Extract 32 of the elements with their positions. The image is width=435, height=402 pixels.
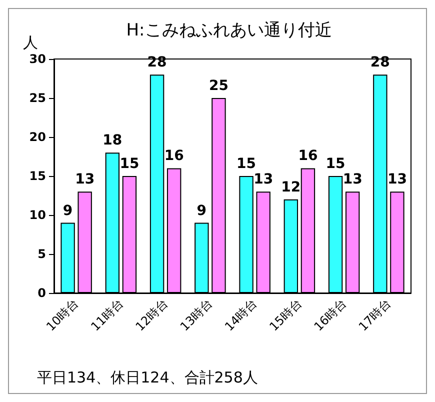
x-tick-label: 11時台 [88, 296, 126, 334]
data-label: 15 [236, 156, 256, 172]
data-label: 16 [164, 148, 184, 164]
x-tick-label: 10時台 [44, 296, 82, 334]
x-tick-label: 17時台 [356, 296, 394, 334]
data-label: 18 [102, 132, 122, 149]
data-label: 12 [281, 179, 301, 196]
x-tick-label: 14時台 [222, 296, 260, 334]
y-tick-label: 15 [29, 169, 46, 183]
data-label: 13 [387, 172, 407, 188]
x-tick-label: 12時台 [132, 296, 171, 334]
x-tick-label: 15時台 [266, 296, 304, 334]
x-tick-label: 13時台 [177, 296, 216, 334]
text: 平日134、休日124、合計258人 [37, 368, 258, 386]
y-tick-label: 25 [29, 91, 46, 105]
y-tick-label: 20 [29, 130, 46, 144]
data-label: 9 [62, 202, 73, 219]
y-tick-label: 5 [38, 247, 46, 261]
data-label: 15 [326, 156, 346, 172]
x-tick-label: 16時台 [311, 296, 350, 334]
y-tick-label: 30 [29, 52, 46, 66]
data-label: 9 [196, 202, 207, 219]
data-label: 13 [254, 172, 274, 188]
y-tick-label: 0 [38, 286, 46, 300]
data-label: 15 [120, 156, 140, 172]
data-label: 13 [342, 172, 362, 188]
chart-title: H:こみねふれあい通り付近 [126, 20, 332, 40]
y-axis-title: 人 [23, 34, 38, 52]
data-label: 16 [298, 148, 318, 164]
y-tick-label: 10 [29, 208, 46, 222]
data-label: 13 [75, 172, 95, 188]
data-label: 25 [208, 78, 228, 94]
